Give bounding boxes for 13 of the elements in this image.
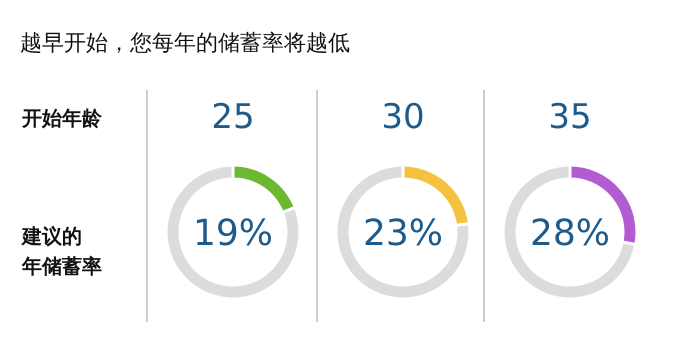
text: 越早开始，您每年的储蓄率将越低 [20, 31, 350, 56]
text: 年储蓄率 [21, 254, 102, 278]
text: 建议的 [20, 224, 82, 248]
text: 19% [192, 213, 274, 254]
donut-slice [502, 164, 638, 300]
text: 23% [362, 213, 444, 254]
chart-title: 25 [211, 97, 255, 137]
donut-slice [164, 164, 302, 300]
chart-title: 30 [381, 97, 425, 137]
text: 开始年龄 [21, 106, 103, 130]
donut-slice [334, 164, 472, 300]
chart-title: 35 [548, 97, 592, 137]
text: 28% [530, 213, 610, 254]
